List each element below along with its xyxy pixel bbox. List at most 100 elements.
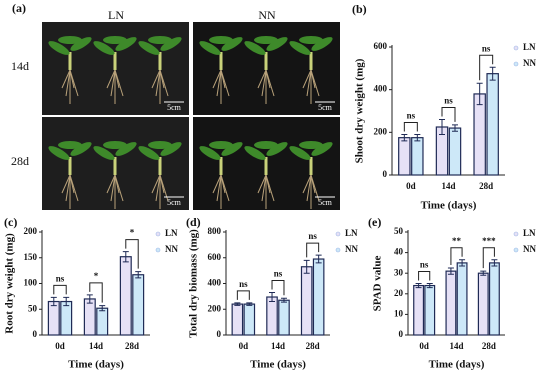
- y-tick-label: 20: [394, 288, 404, 298]
- leaf: [254, 141, 278, 149]
- legend-label: LN: [165, 228, 178, 238]
- x-tick-label: 0d: [239, 341, 249, 351]
- error-bar: [99, 305, 106, 312]
- error-bar: [447, 267, 454, 275]
- y-tick-label: 0: [217, 329, 222, 339]
- legend-label: LN: [345, 228, 358, 238]
- leaf: [221, 142, 243, 156]
- error-bar: [426, 283, 433, 289]
- significance-bracket: [271, 280, 285, 296]
- legend-label: LN: [523, 42, 536, 52]
- x-tick-label: 14d: [271, 341, 285, 351]
- bar: [231, 303, 244, 336]
- error-bar: [414, 133, 421, 142]
- root: [65, 174, 71, 202]
- root: [151, 174, 161, 194]
- legend-marker: [335, 231, 341, 237]
- leaf: [311, 142, 333, 156]
- root: [106, 69, 116, 89]
- significance-label: ns: [274, 269, 283, 279]
- y-axis-label: SPAD value: [372, 256, 384, 312]
- significance-bracket: [306, 242, 320, 258]
- bar: [486, 73, 499, 176]
- x-tick-label: 14d: [89, 341, 103, 351]
- legend-marker: [513, 61, 519, 67]
- y-tick-label: 100: [24, 278, 38, 288]
- root: [257, 174, 267, 194]
- y-tick-label: 200: [208, 303, 222, 313]
- root: [61, 174, 71, 194]
- bar: [473, 93, 486, 176]
- leaf: [70, 37, 92, 51]
- significance-label: **: [452, 236, 462, 246]
- bar: [96, 307, 109, 336]
- leaf: [58, 141, 82, 149]
- bar: [411, 137, 424, 176]
- x-axis-label: Time (days): [421, 200, 477, 212]
- root: [257, 69, 267, 89]
- error-bar: [480, 270, 487, 276]
- root: [114, 174, 124, 202]
- bar: [488, 262, 500, 336]
- y-tick-label: 150: [24, 252, 38, 262]
- error-bar: [63, 296, 70, 307]
- x-tick-label: 28d: [482, 341, 496, 351]
- root: [212, 69, 222, 89]
- bar: [448, 127, 462, 176]
- leaf: [244, 146, 266, 160]
- bar: [413, 284, 425, 336]
- significance-bracket: [403, 121, 418, 132]
- bar: [266, 296, 278, 336]
- bar: [424, 284, 436, 336]
- leaf: [199, 41, 221, 55]
- significance-label: ns: [482, 43, 491, 53]
- leaf: [103, 36, 127, 44]
- error-bar: [86, 294, 93, 304]
- y-tick-label: 400: [374, 84, 388, 94]
- error-bar: [451, 124, 458, 132]
- photo-grid: 5cm 5cm 5cm 5cm: [42, 22, 340, 210]
- error-bar: [50, 296, 57, 307]
- panel-label: (e): [368, 215, 381, 229]
- leaf: [93, 146, 115, 160]
- leaf: [70, 142, 92, 156]
- x-tick-label: 28d: [125, 341, 139, 351]
- error-bar: [246, 302, 253, 306]
- leaf: [244, 41, 266, 55]
- scale-label: 5cm: [318, 103, 333, 112]
- x-tick-label: 14d: [441, 181, 455, 191]
- x-tick-label: 0d: [55, 341, 65, 351]
- column-label: NN: [258, 8, 276, 22]
- error-bar: [280, 297, 287, 303]
- root: [261, 174, 267, 202]
- y-axis-label: Shoot dry weight (mg): [354, 58, 366, 163]
- y-tick-label: 600: [208, 252, 222, 262]
- y-tick-label: 0: [33, 329, 38, 339]
- bar: [398, 137, 411, 176]
- y-tick-label: 600: [374, 41, 388, 51]
- row-label: 28d: [11, 154, 29, 168]
- root: [306, 174, 312, 202]
- significance-label: ns: [239, 279, 248, 289]
- significance-label: ***: [482, 236, 496, 246]
- root: [106, 174, 116, 194]
- legend-label: NN: [345, 244, 358, 254]
- root: [212, 174, 222, 194]
- root: [155, 174, 161, 202]
- leaf: [289, 146, 311, 160]
- leaf: [299, 36, 323, 44]
- leaf: [48, 146, 70, 160]
- x-axis-label: Time (days): [429, 359, 485, 371]
- root: [110, 174, 116, 202]
- significance-bracket: [482, 247, 495, 269]
- significance-label: ns: [420, 260, 429, 270]
- scale-label: 5cm: [167, 103, 182, 112]
- y-tick-label: 50: [28, 303, 38, 313]
- leaf: [209, 36, 233, 44]
- legend-marker: [155, 231, 161, 237]
- significance-bracket: [236, 290, 250, 300]
- significance-label: ns: [407, 111, 416, 121]
- leaf: [160, 142, 182, 156]
- bar: [300, 266, 313, 336]
- x-tick-label: 28d: [479, 181, 493, 191]
